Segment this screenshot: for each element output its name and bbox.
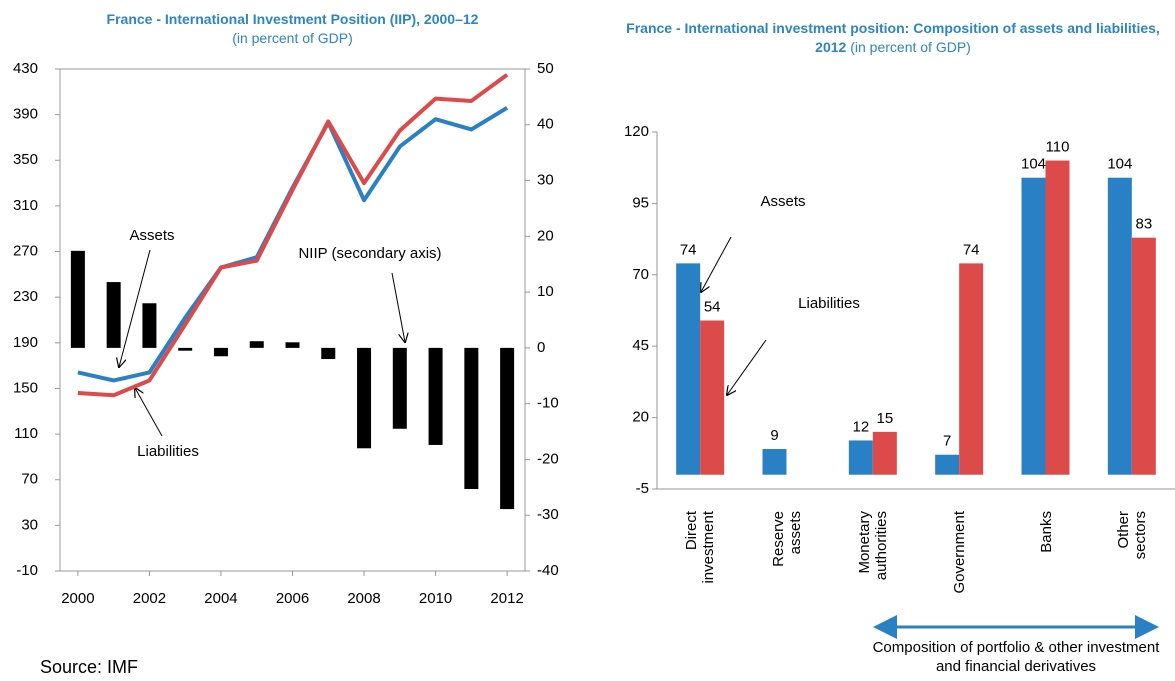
y-tick-label: 120	[624, 123, 649, 140]
y-tick-label: 70	[632, 266, 649, 283]
y-tick-label: -10	[16, 562, 38, 579]
data-label: 12	[852, 418, 869, 435]
y2-tick-label: -30	[537, 506, 559, 523]
x-tick-label: 2004	[204, 590, 237, 607]
x-tick-label: Direct investment	[683, 511, 718, 584]
annotation: Composition of portfolio & other investm…	[872, 639, 1160, 675]
bar	[285, 342, 300, 348]
arrow	[701, 236, 732, 292]
bar	[213, 347, 228, 357]
y-tick-label: 430	[13, 60, 38, 77]
y2-tick-label: -10	[537, 395, 559, 412]
y-tick-label: 270	[13, 243, 38, 260]
bar	[106, 282, 121, 348]
bar	[142, 303, 157, 348]
line	[77, 106, 509, 383]
y-tick-label: 390	[13, 106, 38, 123]
x-tick-label: Government	[950, 511, 968, 594]
y-tick-label: 110	[14, 425, 38, 442]
data-label: 83	[1135, 216, 1152, 233]
x-tick-label: Reserve assets	[769, 511, 804, 567]
bar	[428, 347, 443, 445]
chart-subtitle: (in percent of GDP)	[232, 30, 353, 46]
line	[77, 73, 509, 398]
y2-tick-label: 40	[537, 116, 554, 133]
bar	[178, 347, 193, 351]
bar	[1131, 237, 1156, 475]
y-tick-label: 95	[632, 194, 649, 211]
bar	[676, 263, 701, 475]
y2-tick-label: 0	[537, 339, 545, 356]
y-tick-label: 150	[13, 379, 38, 396]
data-label: 7	[943, 433, 951, 450]
annotation: NIIP (secondary axis)	[298, 245, 441, 262]
y-tick-label: 190	[13, 334, 38, 351]
bar	[321, 347, 336, 360]
x-tick-label: 2002	[133, 590, 166, 607]
annotation: Assets	[760, 193, 805, 210]
data-label: 9	[770, 427, 778, 444]
bar	[935, 454, 960, 475]
data-label: 104	[1021, 156, 1046, 173]
y2-tick-label: -40	[537, 562, 559, 579]
data-label: 74	[680, 241, 697, 258]
bar	[1021, 177, 1046, 475]
chart-title-block: France - International Investment Positi…	[40, 10, 545, 48]
arrow	[135, 388, 163, 437]
plot-frame	[59, 68, 526, 572]
data-label: 110	[1046, 139, 1070, 156]
y-tick-label: 70	[21, 471, 38, 488]
data-label: 15	[876, 410, 893, 427]
y2-tick-label: -20	[537, 450, 559, 467]
data-label: 104	[1107, 156, 1132, 173]
chart-subtitle: (in percent of GDP)	[850, 39, 971, 55]
x-tick-label: Banks	[1037, 511, 1054, 553]
y2-tick-label: 30	[537, 172, 554, 189]
y-tick-label: 45	[632, 337, 649, 354]
y-tick-label: 20	[632, 409, 649, 426]
bar	[872, 431, 897, 475]
bar	[762, 449, 787, 475]
x-tick-label: Monetary authorities	[855, 511, 890, 581]
y2-tick-label: 10	[537, 283, 554, 300]
bar	[1045, 160, 1070, 475]
annotation: Assets	[129, 227, 174, 244]
x-tick-label: Other sectors	[1114, 511, 1149, 560]
bar	[357, 347, 372, 449]
chart-title: France - International investment positi…	[626, 20, 1160, 55]
data-label: 54	[704, 298, 721, 315]
y-tick-label: 30	[21, 516, 38, 533]
bar	[848, 440, 873, 475]
source: Source: IMF	[40, 657, 138, 677]
y-tick-label: 310	[13, 197, 38, 214]
data-label: 74	[963, 241, 980, 258]
y-tick-label: -5	[636, 480, 649, 497]
chart-title: France - International Investment Positi…	[106, 11, 479, 27]
x-tick-label: 2008	[347, 590, 380, 607]
arrow	[727, 339, 767, 395]
y2-tick-label: 50	[537, 60, 554, 77]
bar	[1107, 177, 1132, 475]
bar	[959, 263, 984, 475]
y2-tick-label: 20	[537, 227, 554, 244]
bar	[464, 347, 479, 490]
chart-title-block: France - International investment positi…	[612, 19, 1174, 57]
annotation: Liabilities	[798, 295, 860, 312]
x-tick-label: 2010	[419, 590, 452, 607]
bar	[249, 341, 264, 348]
x-tick-label: 2006	[276, 590, 309, 607]
y-tick-label: 350	[13, 151, 38, 168]
arrow	[119, 249, 151, 367]
annotation: Liabilities	[137, 443, 199, 460]
x-tick-label: 2000	[61, 590, 94, 607]
bar	[500, 347, 515, 510]
arrow	[391, 272, 405, 342]
bar	[392, 347, 407, 429]
bar	[70, 250, 85, 348]
y-tick-label: 230	[13, 288, 38, 305]
x-tick-label: 2012	[490, 590, 523, 607]
bar	[700, 320, 725, 475]
